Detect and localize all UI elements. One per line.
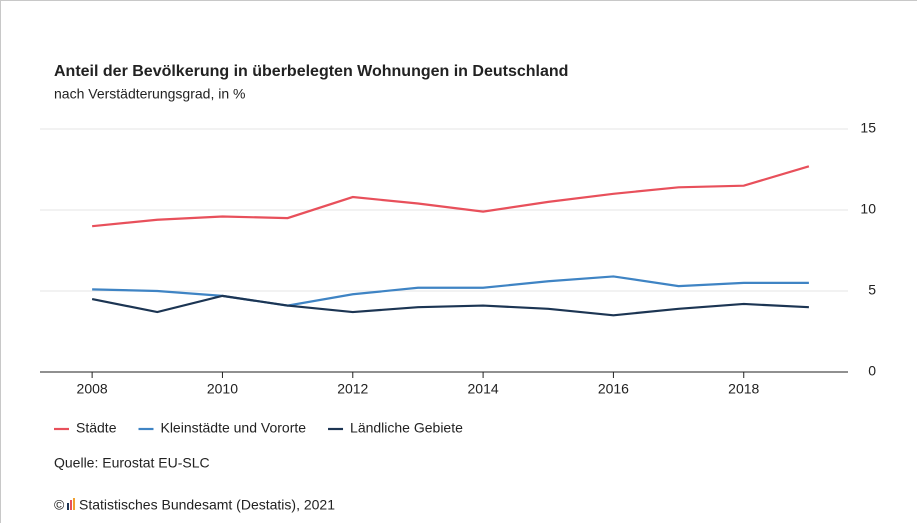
y-tick-label: 15 (860, 120, 876, 136)
y-tick-label: 10 (860, 201, 876, 217)
line (92, 275, 809, 307)
legend-label: Städte (76, 420, 117, 436)
legend-label: Kleinstädte und Vororte (160, 420, 306, 436)
y-tick-label: 0 (868, 363, 876, 379)
x-tick-label: 2014 (468, 381, 499, 397)
logo (67, 498, 75, 510)
chart-subtitle: nach Verstädterungsgrad, in % (54, 86, 245, 102)
x-tick-label: 2008 (77, 381, 108, 397)
copyright-symbol: © (54, 497, 65, 513)
x-tick-label: 2016 (598, 381, 629, 397)
x-tick-label: 2012 (337, 381, 368, 397)
copyright: Statistisches Bundesamt (Destatis), 2021 (79, 497, 335, 513)
line (92, 165, 810, 228)
x-tick-label: 2010 (207, 381, 238, 397)
x-tick-label: 2018 (728, 381, 759, 397)
source: Quelle: Eurostat EU-SLC (54, 455, 210, 471)
y-tick-label: 5 (868, 282, 876, 298)
legend-label: Ländliche Gebiete (350, 420, 463, 436)
line (91, 294, 809, 317)
chart-title: Anteil der Bevölkerung in überbelegten W… (54, 63, 568, 80)
